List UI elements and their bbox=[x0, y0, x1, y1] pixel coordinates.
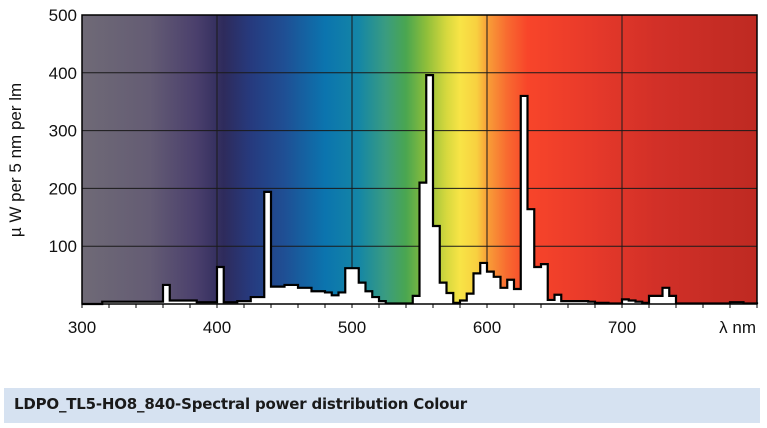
x-axis-label: λ nm bbox=[719, 318, 756, 337]
spectrum-bar bbox=[568, 301, 576, 304]
spectrum-bar bbox=[372, 297, 380, 304]
y-tick-label: 100 bbox=[49, 237, 77, 256]
spectrum-bar bbox=[277, 286, 285, 304]
x-tick-label: 600 bbox=[473, 318, 501, 337]
spectrum-bar bbox=[291, 284, 299, 304]
spectrum-bar bbox=[581, 301, 589, 304]
y-tick-label: 500 bbox=[49, 6, 77, 25]
spectrum-bar bbox=[514, 288, 522, 304]
y-tick-label: 300 bbox=[49, 122, 77, 141]
spectrum-bar bbox=[244, 301, 252, 304]
spectrum-bar bbox=[338, 292, 346, 304]
spectrum-bar bbox=[662, 287, 670, 304]
spectrum-bar bbox=[649, 295, 657, 304]
spectrum-bar bbox=[379, 301, 387, 304]
spectrum-bar bbox=[365, 291, 373, 304]
x-tick-labels: 300 400 500 600 700 bbox=[68, 318, 636, 337]
spectrum-bar bbox=[304, 287, 312, 304]
spectrum-bar bbox=[156, 301, 164, 304]
spectrum-outline bbox=[82, 74, 759, 306]
spectrum-bar bbox=[217, 267, 225, 304]
y-axis-label: µ W per 5 nm per lm bbox=[6, 83, 25, 237]
bars bbox=[102, 75, 758, 304]
spectrum-bar bbox=[622, 299, 630, 304]
spectrum-bar bbox=[541, 264, 549, 304]
spectrum-bar bbox=[122, 301, 130, 304]
spectrum-bar bbox=[109, 301, 117, 304]
x-tick-label: 400 bbox=[203, 318, 231, 337]
spectrum-bar bbox=[149, 301, 157, 304]
spectrum-bar bbox=[325, 292, 333, 304]
spectrum-bar bbox=[264, 191, 272, 304]
spectrum-bar bbox=[352, 268, 360, 304]
spectrum-bar bbox=[473, 273, 481, 304]
y-tick-label: 200 bbox=[49, 179, 77, 198]
x-tick-label: 300 bbox=[68, 318, 96, 337]
spectrum-bar bbox=[129, 301, 137, 304]
spectrum-bar bbox=[169, 300, 177, 304]
spectrum-bar bbox=[412, 295, 420, 304]
spectrum-bar bbox=[142, 301, 150, 304]
spectrum-bar bbox=[284, 284, 292, 304]
spectrum-bar bbox=[655, 295, 663, 304]
spectrum-bar bbox=[271, 286, 279, 304]
spectrum-bar bbox=[433, 225, 441, 304]
x-tick-label: 500 bbox=[338, 318, 366, 337]
spectrum-bar bbox=[298, 287, 306, 304]
spectrum-bar bbox=[426, 75, 434, 304]
spectrum-bar bbox=[183, 300, 191, 304]
plot-frame bbox=[81, 14, 758, 305]
y-tick-labels: 100 200 300 400 500 bbox=[49, 6, 77, 256]
spectrum-bar bbox=[466, 293, 474, 304]
spectrum-bar bbox=[358, 282, 366, 304]
x-tick-label: 700 bbox=[608, 318, 636, 337]
spectrum-bar bbox=[520, 95, 528, 304]
spectrum-bar bbox=[115, 301, 123, 304]
spectrum-bar bbox=[588, 301, 596, 304]
spectrum-bar bbox=[345, 268, 353, 304]
spectrum-bar bbox=[669, 295, 677, 304]
spectrum-bar bbox=[507, 279, 515, 304]
chart-caption-bar: LDPO_TL5-HO8_840-Spectral power distribu… bbox=[4, 388, 760, 423]
spectrum-bar bbox=[460, 300, 468, 304]
spectrum-bar bbox=[136, 301, 144, 304]
spectrum-bar bbox=[102, 301, 110, 304]
spectrum-bar bbox=[561, 301, 569, 304]
spectrum-bar bbox=[237, 301, 245, 304]
x-minor-ticks bbox=[81, 304, 758, 308]
spectrum-bar bbox=[574, 301, 582, 304]
spectrum-bar bbox=[257, 297, 265, 304]
spectrum-bar bbox=[446, 293, 454, 304]
spectrum-bar bbox=[480, 262, 488, 304]
spectrum-bar bbox=[635, 301, 643, 304]
spectrum-bar bbox=[318, 291, 326, 304]
spectrum-bar bbox=[547, 299, 555, 304]
spectrum-bar bbox=[493, 276, 501, 304]
spectrum-bar bbox=[250, 297, 258, 304]
chart-caption: LDPO_TL5-HO8_840-Spectral power distribu… bbox=[14, 395, 467, 413]
spectrum-bar bbox=[176, 300, 184, 304]
spectrum-bar bbox=[331, 295, 339, 304]
spectrum-bar bbox=[190, 300, 198, 304]
spectrum-bar bbox=[554, 294, 562, 304]
spectrum-bar bbox=[439, 282, 447, 304]
spectrum-bar bbox=[534, 267, 542, 304]
spectrum-bar bbox=[419, 182, 427, 304]
y-tick-label: 400 bbox=[49, 64, 77, 83]
spectrum-bar bbox=[487, 271, 495, 304]
spectrum-bar bbox=[163, 284, 171, 304]
spectrum-bar bbox=[628, 300, 636, 304]
spectrum-bar bbox=[527, 209, 535, 304]
spectrum-bar bbox=[311, 291, 319, 304]
spectrum-bar bbox=[500, 287, 508, 304]
